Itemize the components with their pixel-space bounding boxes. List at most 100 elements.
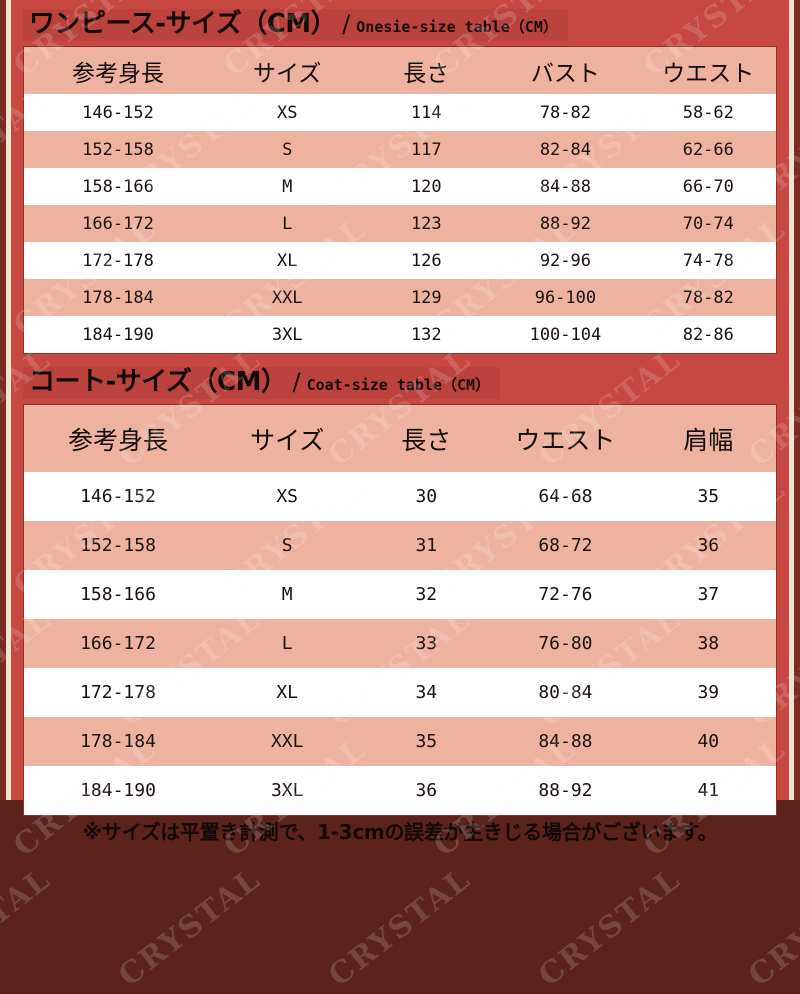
cell-waist: 72-76 [490, 570, 641, 619]
section-title-onesie: ワンピース-サイズ（CM） / Onesie-size table（CM） [23, 4, 777, 46]
cell-height: 184-190 [24, 766, 212, 815]
cell-size: S [212, 131, 363, 168]
size-table-coat: 参考身長 サイズ 長さ ウエスト 肩幅 146-152 XS 30 64-68 [24, 405, 776, 815]
cell-length: 31 [362, 521, 491, 570]
cell-length: 35 [362, 717, 491, 766]
cell-height: 152-158 [24, 521, 212, 570]
cell-length: 33 [362, 619, 491, 668]
cell-shoulder: 39 [640, 668, 776, 717]
cell-bust: 96-100 [490, 279, 641, 316]
section-title-coat-inner: コート-サイズ（CM） / Coat-size table（CM） [23, 367, 501, 399]
cell-size: M [212, 168, 363, 205]
table-row: 146-152 XS 114 78-82 58-62 [24, 94, 776, 131]
table-row: 146-152 XS 30 64-68 35 [24, 472, 776, 521]
cell-length: 120 [362, 168, 491, 205]
cell-length: 114 [362, 94, 491, 131]
section-title-onesie-inner: ワンピース-サイズ（CM） / Onesie-size table（CM） [23, 9, 568, 41]
table-row: 166-172 L 123 88-92 70-74 [24, 205, 776, 242]
cell-waist: 68-72 [490, 521, 641, 570]
outer-frame-red: ワンピース-サイズ（CM） / Onesie-size table（CM） 参考… [11, 0, 789, 844]
table-header-row: 参考身長 サイズ 長さ バスト ウエスト [24, 47, 776, 94]
cell-bust: 82-84 [490, 131, 641, 168]
cell-size: XL [212, 668, 363, 717]
cell-height: 166-172 [24, 205, 212, 242]
column-header-length: 長さ [362, 405, 491, 472]
section-title-coat: コート-サイズ（CM） / Coat-size table（CM） [23, 362, 777, 404]
section-title-onesie-jp: ワンピース-サイズ（CM） [29, 9, 337, 39]
section-spacer [23, 354, 777, 362]
cell-waist: 80-84 [490, 668, 641, 717]
cell-height: 172-178 [24, 668, 212, 717]
cell-waist: 76-80 [490, 619, 641, 668]
cell-waist: 82-86 [640, 316, 776, 353]
cell-length: 129 [362, 279, 491, 316]
cell-waist: 84-88 [490, 717, 641, 766]
cell-height: 158-166 [24, 168, 212, 205]
table-head-coat: 参考身長 サイズ 長さ ウエスト 肩幅 [24, 405, 776, 472]
cell-length: 34 [362, 668, 491, 717]
cell-height: 178-184 [24, 279, 212, 316]
table-body-onesie: 146-152 XS 114 78-82 58-62 152-158 S 117… [24, 94, 776, 353]
table-row: 172-178 XL 34 80-84 39 [24, 668, 776, 717]
column-header-waist: ウエスト [640, 47, 776, 94]
cell-height: 178-184 [24, 717, 212, 766]
column-header-height: 参考身長 [24, 405, 212, 472]
cell-size: XXL [212, 717, 363, 766]
cell-waist: 58-62 [640, 94, 776, 131]
cell-size: XXL [212, 279, 363, 316]
table-row: 158-166 M 120 84-88 66-70 [24, 168, 776, 205]
cell-size: L [212, 619, 363, 668]
watermark-text: CRYSTAL [112, 861, 268, 994]
cell-size: XS [212, 472, 363, 521]
cell-height: 158-166 [24, 570, 212, 619]
column-header-bust: バスト [490, 47, 641, 94]
cell-shoulder: 40 [640, 717, 776, 766]
table-row: 184-190 3XL 132 100-104 82-86 [24, 316, 776, 353]
cell-size: XS [212, 94, 363, 131]
column-header-length: 長さ [362, 47, 491, 94]
table-body-coat: 146-152 XS 30 64-68 35 152-158 S 31 68-7… [24, 472, 776, 815]
cell-size: XL [212, 242, 363, 279]
outer-frame-cream: ワンピース-サイズ（CM） / Onesie-size table（CM） 参考… [6, 0, 794, 844]
table-row: 158-166 M 32 72-76 37 [24, 570, 776, 619]
table-row: 152-158 S 31 68-72 36 [24, 521, 776, 570]
size-table-onesie: 参考身長 サイズ 長さ バスト ウエスト 146-152 XS 114 78-8 [24, 47, 776, 353]
cell-shoulder: 41 [640, 766, 776, 815]
cell-height: 166-172 [24, 619, 212, 668]
cell-length: 123 [362, 205, 491, 242]
watermark-text: CRYSTAL [742, 861, 800, 994]
cell-waist: 88-92 [490, 766, 641, 815]
table-row: 184-190 3XL 36 88-92 41 [24, 766, 776, 815]
table-row: 178-184 XXL 35 84-88 40 [24, 717, 776, 766]
table-row: 172-178 XL 126 92-96 74-78 [24, 242, 776, 279]
cell-size: L [212, 205, 363, 242]
watermark-text: CRYSTAL [322, 861, 478, 994]
cell-bust: 100-104 [490, 316, 641, 353]
column-header-shoulder: 肩幅 [640, 405, 776, 472]
cell-height: 146-152 [24, 94, 212, 131]
table-row: 166-172 L 33 76-80 38 [24, 619, 776, 668]
cell-shoulder: 38 [640, 619, 776, 668]
table-wrapper-onesie: 参考身長 サイズ 長さ バスト ウエスト 146-152 XS 114 78-8 [23, 46, 777, 354]
column-header-waist: ウエスト [490, 405, 641, 472]
cell-length: 36 [362, 766, 491, 815]
cell-size: 3XL [212, 766, 363, 815]
cell-shoulder: 35 [640, 472, 776, 521]
cell-height: 146-152 [24, 472, 212, 521]
cell-length: 32 [362, 570, 491, 619]
section-title-coat-slash: / [292, 368, 301, 396]
cell-bust: 88-92 [490, 205, 641, 242]
measurement-disclaimer: ※サイズは平置き計測で、1-3cmの誤差が生きじる場合がございます。 [82, 820, 718, 844]
cell-height: 152-158 [24, 131, 212, 168]
cell-size: S [212, 521, 363, 570]
watermark-text: CRYSTAL [0, 861, 58, 994]
cell-shoulder: 36 [640, 521, 776, 570]
cell-bust: 92-96 [490, 242, 641, 279]
cell-length: 126 [362, 242, 491, 279]
cell-height: 184-190 [24, 316, 212, 353]
column-header-size: サイズ [212, 47, 363, 94]
cell-waist: 78-82 [640, 279, 776, 316]
watermark-text: CRYSTAL [532, 861, 688, 994]
cell-waist: 64-68 [490, 472, 641, 521]
